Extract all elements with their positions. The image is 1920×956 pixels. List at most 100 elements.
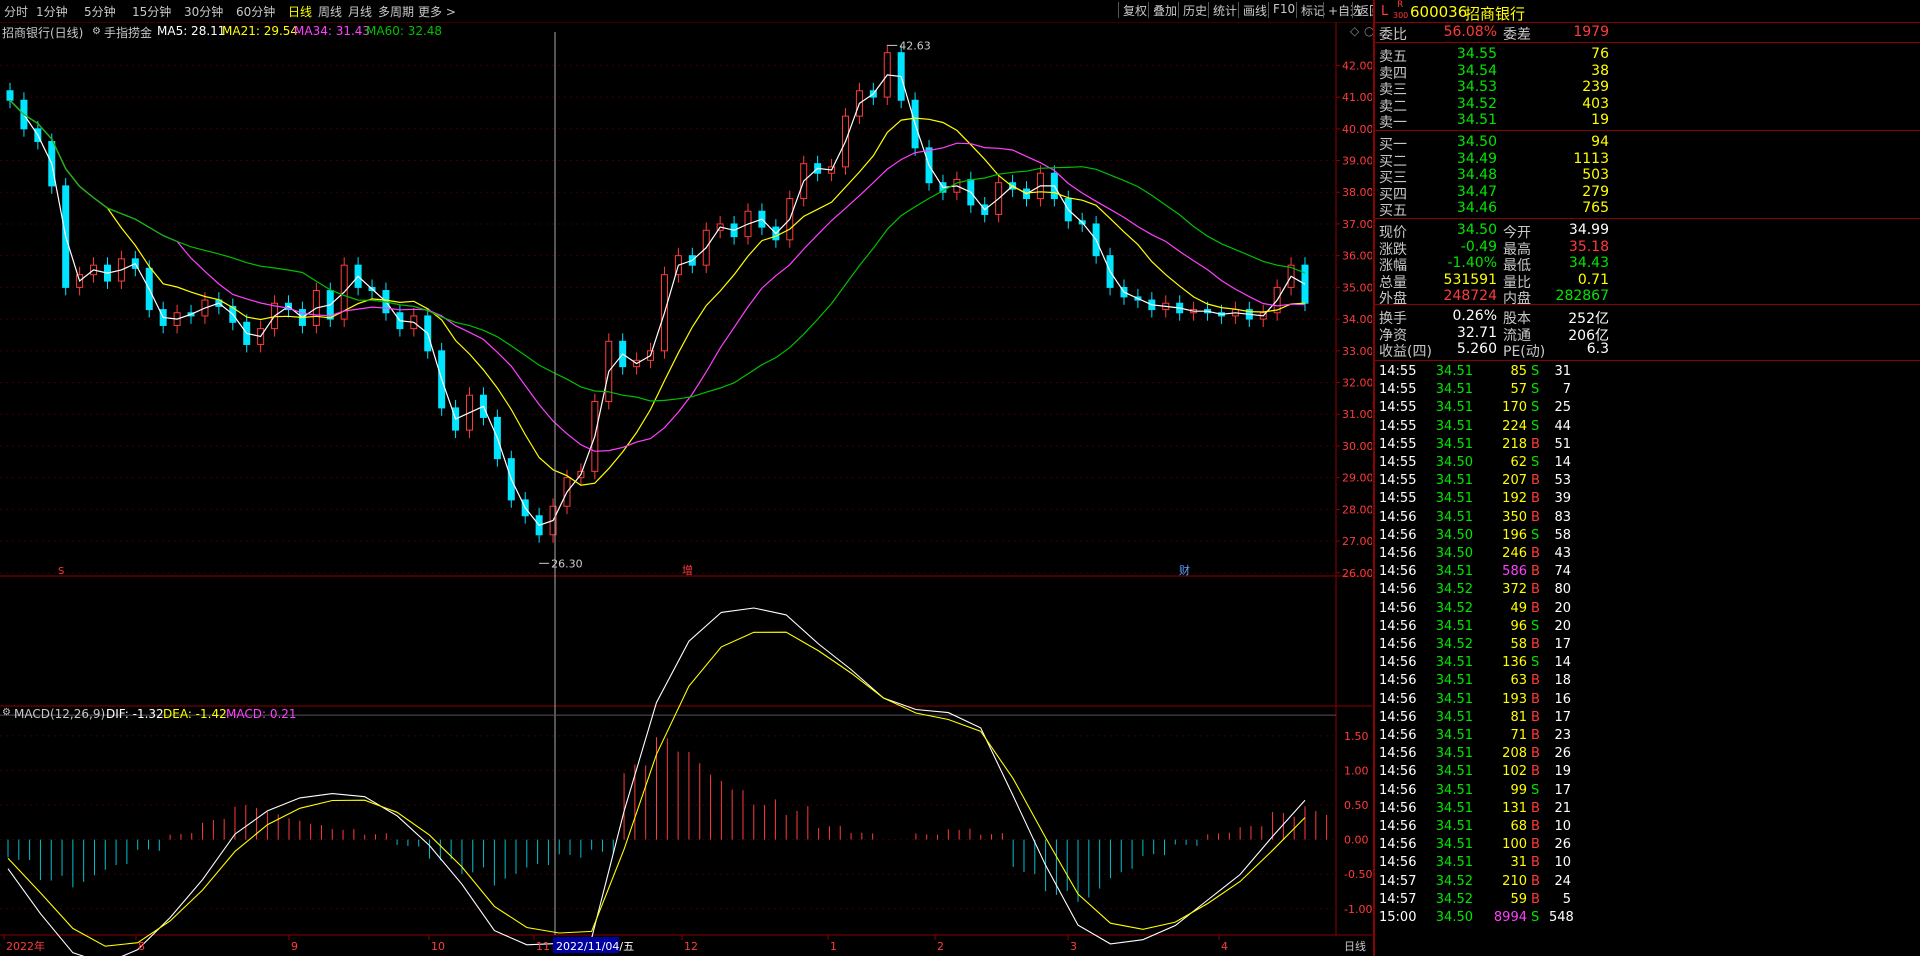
diamond-icon[interactable]: ◇	[1350, 24, 1360, 38]
toolbar-button-6[interactable]: 标记	[1296, 2, 1329, 18]
ma60-line	[9, 99, 1306, 402]
cursor-date-box	[553, 937, 619, 953]
stock-period-label[interactable]: 招商银行(日线)	[2, 26, 84, 40]
macd-label[interactable]: MACD(12,26,9)	[14, 707, 106, 721]
tick-count: 26	[1554, 746, 1571, 762]
settings-icon[interactable]: ⚙	[92, 26, 101, 37]
macd-axis-label: -1.00	[1344, 903, 1372, 916]
toolbar-button-2[interactable]: 历史	[1178, 2, 1211, 18]
period-tab-5[interactable]: 60分钟	[236, 5, 276, 19]
bid-price: 34.48	[1456, 167, 1497, 184]
bid-row[interactable]: 买三 34.48 503	[1379, 167, 1919, 186]
period-label: 日线	[1344, 939, 1366, 953]
ask-volume: 403	[1582, 95, 1609, 112]
stat-label: 换手	[1379, 311, 1407, 327]
period-tab-1[interactable]: 1分钟	[36, 5, 68, 19]
price-axis-label: 29.00	[1342, 472, 1372, 485]
tick-count: 26	[1554, 837, 1571, 853]
ask-label: 卖二	[1379, 98, 1407, 115]
period-tab-9[interactable]: 多周期	[378, 5, 415, 19]
tick-count: 5	[1562, 891, 1571, 907]
tick-price: 34.51	[1435, 364, 1473, 379]
tick-price: 34.51	[1435, 819, 1473, 834]
kline-chart[interactable]: 42.0041.0040.0039.0038.0037.0036.0035.00…	[0, 0, 1372, 956]
toolbar-button-1[interactable]: 叠加	[1148, 2, 1181, 18]
period-tab-6[interactable]: 日线	[288, 5, 313, 19]
tick-price: 34.52	[1435, 891, 1473, 907]
tick-volume: 85	[1510, 364, 1527, 379]
period-tab-8[interactable]: 月线	[348, 5, 373, 19]
toolbar-button-4[interactable]: 画线	[1238, 2, 1271, 18]
tick-side: B	[1531, 746, 1540, 762]
bid-row[interactable]: 买二 34.49 1113	[1379, 151, 1919, 170]
bid-row[interactable]: 买一 34.50 94	[1379, 134, 1919, 153]
stat-value: -0.49	[1460, 238, 1497, 255]
marker-cai: 财	[1179, 563, 1190, 577]
tick-count: 51	[1554, 436, 1571, 452]
tick-count: 39	[1554, 491, 1571, 507]
tick-count: 83	[1554, 509, 1571, 525]
date-label: 1	[830, 940, 837, 953]
marker-s: S	[58, 566, 64, 577]
tick-row: 14:56 34.51 31 B 10	[1375, 855, 1920, 873]
period-tab-0[interactable]: 分时	[4, 5, 29, 19]
tick-side: B	[1531, 764, 1540, 780]
ask-row[interactable]: 卖四 34.54 38	[1379, 63, 1919, 82]
period-tab-2[interactable]: 5分钟	[84, 5, 116, 19]
tick-price: 34.51	[1435, 746, 1473, 762]
prefix-l: L	[1381, 4, 1389, 19]
collapse-icon[interactable]: ○	[1364, 24, 1375, 38]
tick-row: 14:56 34.50 246 B 43	[1375, 546, 1920, 564]
tick-time: 14:56	[1379, 600, 1417, 616]
tick-time: 14:55	[1379, 364, 1417, 379]
bid-label: 买四	[1379, 186, 1407, 203]
tick-count: 10	[1554, 819, 1571, 834]
period-tab-10[interactable]: 更多 >	[418, 5, 456, 19]
ask-price: 34.52	[1456, 95, 1497, 112]
quote-header: L R 300 600036 招商银行	[1375, 0, 1920, 23]
toolbar-button-3[interactable]: 统计	[1208, 2, 1241, 18]
period-tab-4[interactable]: 30分钟	[184, 5, 224, 19]
tick-count: 548	[1549, 910, 1574, 925]
bid-row[interactable]: 买四 34.47 279	[1379, 184, 1919, 203]
tick-side: B	[1531, 564, 1540, 580]
toolbar-button-0[interactable]: 复权	[1118, 2, 1151, 18]
stat-label: 现价	[1379, 225, 1407, 241]
indicator-name[interactable]: 手指捞金	[104, 26, 153, 40]
stat-value: 34.43	[1568, 255, 1609, 272]
tick-price: 34.50	[1435, 527, 1473, 543]
ask-label: 卖三	[1379, 82, 1407, 99]
settings-icon[interactable]: ⚙	[2, 707, 11, 718]
tick-side: S	[1531, 910, 1540, 925]
ask-row[interactable]: 卖五 34.55 76	[1379, 46, 1919, 65]
price-axis-label: 35.00	[1342, 281, 1372, 294]
stock-name: 招商银行	[1465, 5, 1526, 23]
macd-value: MACD: 0.21	[226, 707, 297, 721]
tick-price: 34.51	[1435, 673, 1473, 689]
tick-time: 14:56	[1379, 527, 1417, 543]
stat-label: 外盘	[1379, 291, 1407, 308]
tick-row: 15:00 34.50 8994 S 548	[1375, 910, 1920, 928]
tick-time: 14:56	[1379, 746, 1417, 762]
stat-value: 206亿	[1568, 327, 1609, 344]
ask-row[interactable]: 卖二 34.52 403	[1379, 95, 1919, 115]
toolbar-button-7[interactable]: +自选	[1323, 2, 1366, 18]
candle-body	[1301, 264, 1309, 304]
tick-count: 17	[1554, 637, 1571, 652]
tick-count: 18	[1554, 673, 1571, 689]
tick-time: 14:55	[1379, 418, 1417, 434]
tick-price: 34.51	[1435, 618, 1473, 634]
tick-volume: 193	[1502, 691, 1527, 707]
stat-label: 收益(四)	[1379, 344, 1432, 361]
period-tab-3[interactable]: 15分钟	[132, 5, 172, 19]
ask-row[interactable]: 卖一 34.51 19	[1379, 112, 1919, 131]
tick-row: 14:56 34.51 99 S 17	[1375, 783, 1920, 801]
period-tab-7[interactable]: 周线	[318, 5, 343, 19]
stat-label: 最高	[1503, 241, 1531, 258]
ask-row[interactable]: 卖三 34.53 239	[1379, 79, 1919, 99]
bid-row[interactable]: 买五 34.46 765	[1379, 200, 1919, 219]
tick-price: 34.51	[1435, 691, 1473, 707]
ask-price: 34.53	[1456, 79, 1497, 96]
tick-time: 14:56	[1379, 855, 1417, 871]
toolbar-button-5[interactable]: F10	[1268, 2, 1299, 18]
